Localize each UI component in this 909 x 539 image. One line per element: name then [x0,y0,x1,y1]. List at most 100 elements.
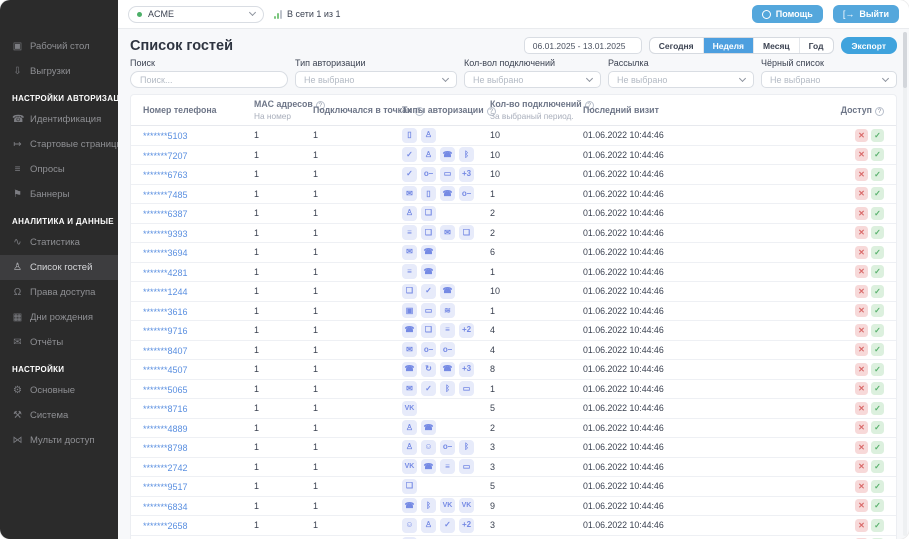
deny-access-button[interactable]: ✕ [855,245,868,259]
allow-access-button[interactable]: ✓ [871,304,884,318]
social-user-icon[interactable]: ♙ [421,127,436,143]
more-count-badge[interactable]: +2 [459,517,474,533]
allow-access-button[interactable]: ✓ [871,362,884,376]
email-icon[interactable]: ✉ [402,186,417,202]
sms-icon[interactable]: ▭ [440,166,455,182]
smile-icon[interactable]: ☺ [402,517,417,533]
date-range-input[interactable] [523,37,642,54]
message-icon[interactable]: ❏ [421,322,436,338]
sidebar-item-мульти-доступ[interactable]: ⋈ Мульти доступ [0,428,118,453]
scrollbar-track[interactable] [903,32,907,536]
sidebar-item-идентификация[interactable]: ☎ Идентификация [0,107,118,132]
deny-access-button[interactable]: ✕ [855,518,868,532]
check-icon[interactable]: ✓ [421,381,436,397]
list-icon[interactable]: ≡ [440,322,455,338]
vk-icon[interactable]: VK [402,459,417,475]
deny-access-button[interactable]: ✕ [855,401,868,415]
deny-access-button[interactable]: ✕ [855,382,868,396]
phone-icon[interactable]: ☎ [421,459,436,475]
phone-number-link[interactable]: *******7207 [143,150,188,161]
sidebar-item-стартовые-страницы[interactable]: ↦ Стартовые страницы [0,132,118,157]
sidebar-item-выгрузки[interactable]: ⇩ Выгрузки [0,59,118,84]
phone-number-link[interactable]: *******2658 [143,521,188,532]
deny-access-button[interactable]: ✕ [855,440,868,454]
sidebar-item-рабочий-стол[interactable]: ▣ Рабочий стол [0,34,118,59]
deny-access-button[interactable]: ✕ [855,421,868,435]
sidebar-item-основные[interactable]: ⚙ Основные [0,378,118,403]
bluetooth-icon[interactable]: ᛒ [421,498,436,514]
allow-access-button[interactable]: ✓ [871,343,884,357]
social-user-icon[interactable]: ♙ [402,439,417,455]
deny-access-button[interactable]: ✕ [855,206,868,220]
deny-access-button[interactable]: ✕ [855,148,868,162]
company-selector[interactable]: ACME [128,5,264,23]
period-button[interactable]: Год [800,38,833,53]
phone-call-icon[interactable]: ☎ [440,361,455,377]
phone-call-icon[interactable]: ☎ [440,147,455,163]
allow-access-button[interactable]: ✓ [871,187,884,201]
bluetooth-icon[interactable]: ᛒ [440,381,455,397]
message-icon[interactable]: ❏ [421,225,436,241]
allow-access-button[interactable]: ✓ [871,382,884,396]
phone-number-link[interactable]: *******3694 [143,248,188,259]
phone-number-link[interactable]: *******2742 [143,462,188,473]
column-header[interactable]: Последний визит [583,105,832,115]
social-user-icon[interactable]: ♙ [402,205,417,221]
social-user-icon[interactable]: ♙ [421,517,436,533]
search-input[interactable] [130,71,288,88]
column-header[interactable]: Доступ [832,105,884,116]
sidebar-item-список-гостей[interactable]: ♙ Список гостей [0,255,118,280]
column-header[interactable]: Типы авторизации [402,105,496,116]
key-icon[interactable]: o– [459,186,474,202]
phone-icon[interactable]: ☎ [402,322,417,338]
help-button[interactable]: Помощь [751,5,823,23]
message-icon[interactable]: ❏ [402,283,417,299]
sms-icon[interactable]: ▭ [459,381,474,397]
phone-number-link[interactable]: *******6763 [143,170,188,181]
check-icon[interactable]: ✓ [440,517,455,533]
info-icon[interactable] [584,101,594,110]
email-icon[interactable]: ✉ [402,381,417,397]
phone-call-icon[interactable]: ☎ [402,498,417,514]
bluetooth-icon[interactable]: ᛒ [459,439,474,455]
phone-number-link[interactable]: *******5103 [143,131,188,142]
allow-access-button[interactable]: ✓ [871,128,884,142]
mobile-icon[interactable]: ▯ [421,186,436,202]
allow-access-button[interactable]: ✓ [871,323,884,337]
phone-number-link[interactable]: *******8798 [143,443,188,454]
allow-access-button[interactable]: ✓ [871,226,884,240]
allow-access-button[interactable]: ✓ [871,401,884,415]
phone-call-icon[interactable]: ☎ [440,283,455,299]
email-icon[interactable]: ✉ [402,342,417,358]
column-header[interactable]: Номер телефона [143,105,254,115]
phone-number-link[interactable]: *******5065 [143,384,188,395]
more-count-badge[interactable]: +2 [459,322,474,338]
smile-icon[interactable]: ☺ [421,439,436,455]
phone-call-icon[interactable]: ☎ [421,244,436,260]
deny-access-button[interactable]: ✕ [855,479,868,493]
bluetooth-icon[interactable]: ᛒ [402,537,417,539]
sidebar-item-статистика[interactable]: ∿ Статистика [0,230,118,255]
key-icon[interactable]: o– [440,342,455,358]
message-icon[interactable]: ❏ [402,478,417,494]
message-icon[interactable]: ❏ [421,205,436,221]
deny-access-button[interactable]: ✕ [855,187,868,201]
sms-icon[interactable]: ▭ [421,303,436,319]
allow-access-button[interactable]: ✓ [871,421,884,435]
phone-number-link[interactable]: *******8716 [143,404,188,415]
period-button[interactable]: Неделя [703,38,755,53]
mobile-icon[interactable]: ▯ [402,127,417,143]
deny-access-button[interactable]: ✕ [855,343,868,357]
deny-access-button[interactable]: ✕ [855,128,868,142]
vk-icon[interactable]: VK [402,400,417,416]
phone-number-link[interactable]: *******4507 [143,365,188,376]
phone-number-link[interactable]: *******6387 [143,209,188,220]
phone-number-link[interactable]: *******9716 [143,326,188,337]
allow-access-button[interactable]: ✓ [871,245,884,259]
check-icon[interactable]: ✓ [402,147,417,163]
scrollbar-thumb[interactable] [903,32,907,88]
logout-button[interactable]: [→ Выйти [832,5,899,23]
phone-number-link[interactable]: *******9517 [143,482,188,493]
column-header[interactable]: Кол-во подключений За выбраный период. [490,99,594,121]
info-icon[interactable] [486,106,496,116]
